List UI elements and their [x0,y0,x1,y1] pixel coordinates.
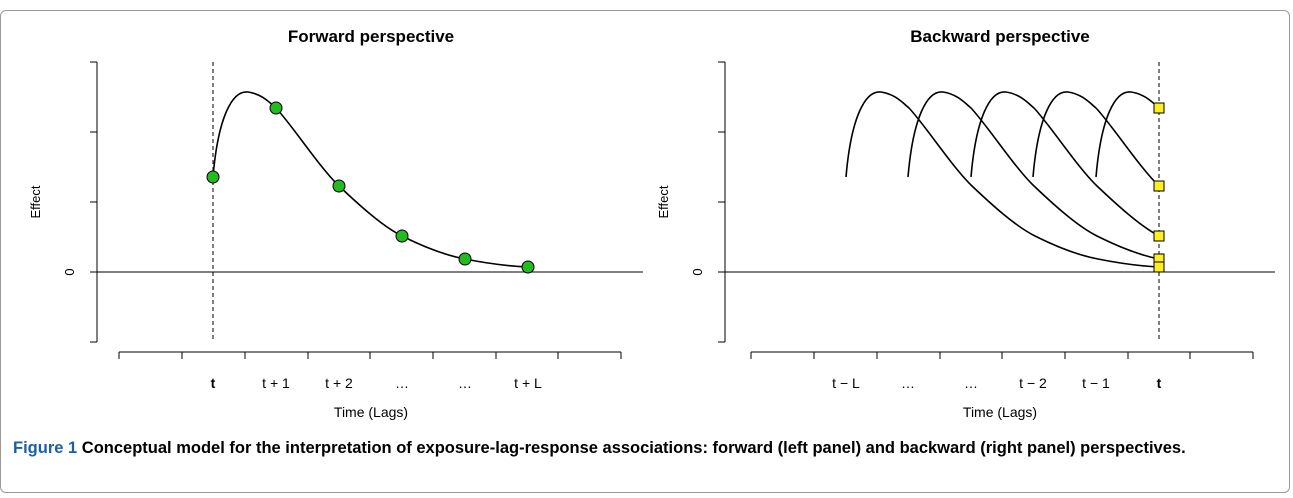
forward-tick-label: … [458,375,472,391]
forward-title: Forward perspective [288,27,454,46]
forward-point [458,252,472,266]
forward-tick-label: t + 1 [262,375,290,391]
forward-tick-label: t [211,375,216,391]
backward-x-ticks [750,352,1254,359]
forward-tick-label: t + L [514,375,542,391]
forward-point [521,260,535,274]
backward-point [1153,261,1165,273]
backward-panel: Backward perspective 0 Effect [656,27,1275,420]
backward-tick-label: t − L [832,375,860,391]
forward-point [206,170,220,184]
forward-x-ticks [118,352,622,359]
backward-point [1153,180,1165,192]
figure-canvas: Forward perspective 0 Effect [28,27,1275,420]
backward-tick-label: t [1157,375,1162,391]
backward-title: Backward perspective [910,27,1090,46]
backward-tick-label: t − 2 [1019,375,1047,391]
figure-caption-text: Conceptual model for the interpretation … [81,439,1186,457]
figure-caption: Figure 1 Conceptual model for the interp… [13,437,1281,460]
backward-curves [845,91,1160,268]
backward-tick-label: … [964,375,978,391]
forward-y-label: Effect [28,185,43,218]
forward-point [395,229,409,243]
backward-tick-label: … [901,375,915,391]
backward-point [1153,102,1165,114]
figure-label: Figure 1 [13,439,78,457]
forward-tick-label: t + 2 [325,375,353,391]
forward-curve [212,91,529,268]
forward-tick-label: … [395,375,409,391]
backward-point [1153,230,1165,242]
forward-panel: Forward perspective 0 Effect [28,27,643,420]
forward-point [332,179,346,193]
backward-zero-label: 0 [690,268,705,275]
backward-y-label: Effect [656,185,671,218]
forward-point [269,101,283,115]
forward-x-label: Time (Lags) [334,404,408,420]
figure-frame [0,10,1290,493]
backward-x-label: Time (Lags) [963,404,1037,420]
forward-zero-label: 0 [62,268,77,275]
backward-tick-label: t − 1 [1082,375,1110,391]
